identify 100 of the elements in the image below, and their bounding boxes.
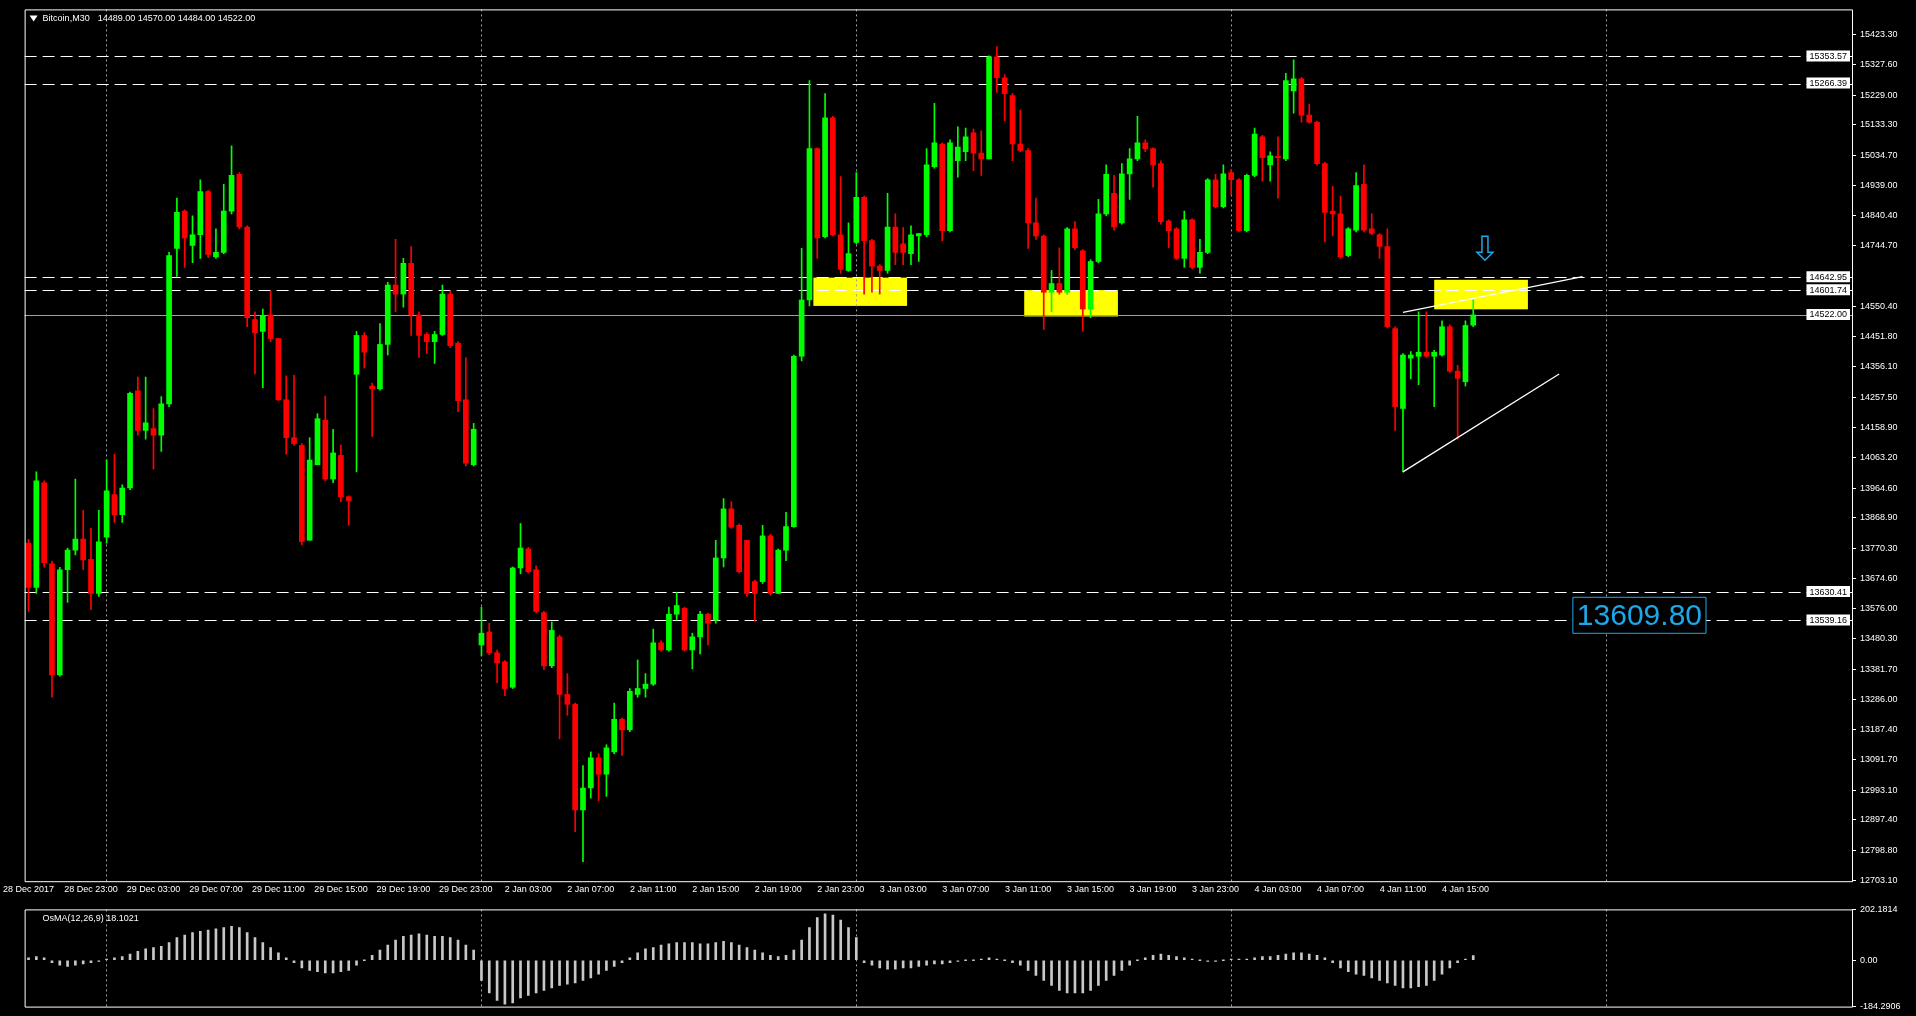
bar [1378,960,1381,981]
bar [1058,960,1061,991]
bar [230,925,233,961]
bar [1346,960,1350,972]
x-tick-label: 4 Jan 15:00 [1441,884,1489,895]
bar [644,948,647,961]
bar [854,937,858,961]
y-tick-label: 13868.90 [1860,512,1898,523]
y-tick-label: 14744.70 [1860,240,1898,251]
bar [113,957,116,961]
candlestick [1329,185,1336,237]
x-tick-label: 28 Dec 2017 [3,884,55,895]
x-tick-label: 29 Dec 15:00 [314,884,368,895]
x-tick-label: 3 Jan 03:00 [879,884,927,895]
bar [386,944,390,961]
bar [1284,953,1288,961]
y-tick-label: 13480.30 [1860,633,1898,644]
x-tick-label: 29 Dec 11:00 [251,884,305,895]
x-tick-label: 2 Jan 19:00 [754,884,802,895]
candlestick [213,228,219,259]
bar [347,960,351,971]
bar [597,960,600,975]
bar [1471,955,1475,961]
y-tick-label: 13381.70 [1860,663,1898,674]
y-tick-label: 14063.20 [1860,452,1898,462]
bar [1432,960,1436,981]
bar [1417,960,1420,987]
bar [1011,960,1014,964]
candlestick [876,264,883,295]
bar [839,919,843,961]
y-tick-label: 14158.90 [1860,422,1898,433]
ref-line-label: 13539.16 [1809,614,1848,625]
bar [1097,960,1100,986]
bar [886,960,889,970]
y-tick-label: 15423.30 [1860,29,1898,40]
bar [683,942,686,961]
y-tick-label: 13286.00 [1860,693,1898,704]
x-tick-label: 3 Jan 15:00 [1067,884,1115,895]
bar [199,931,202,961]
bar [120,956,124,961]
y-tick-label: 14550.40 [1860,300,1898,311]
bar [1018,960,1022,966]
y-tick-label: 14257.50 [1860,391,1898,402]
bar [737,944,741,961]
bar [1261,956,1264,961]
bar [284,957,288,961]
bar [1386,960,1389,984]
candlestick [580,765,586,862]
bar [402,936,405,961]
x-tick-label: 2 Jan 11:00 [630,884,677,895]
y-tick-label: 15229.00 [1860,89,1898,100]
bar [58,960,62,966]
bar [651,947,655,961]
y-tick-label: 15034.70 [1860,150,1898,161]
chart-subtitle: 14489.00 14570.00 14484.00 14522.00 [97,12,256,23]
x-tick-label: 3 Jan 19:00 [1129,884,1177,895]
bar [409,934,413,961]
y-tick-label: 12798.80 [1860,844,1898,855]
candlestick [1431,350,1438,407]
bar [1448,960,1452,969]
bar [761,952,764,961]
x-tick-label: 2 Jan 07:00 [567,884,615,895]
bar [152,947,155,961]
bar [222,927,226,961]
ref-line-label: 14522.00 [1809,309,1848,320]
y-tick-label: 14840.40 [1860,210,1898,221]
bar [1339,960,1342,969]
y-tick-label: 12897.40 [1860,814,1898,825]
bar [894,960,897,970]
bar [589,960,593,979]
bar [308,960,311,971]
bar [730,942,733,961]
x-tick-label: 28 Dec 23:00 [64,884,118,895]
y-tick-label: 12993.10 [1860,784,1898,795]
y-tick-label: 14356.10 [1860,360,1898,371]
bar [159,946,163,961]
bar [917,960,921,967]
bar [191,932,194,961]
bar [433,936,436,961]
bar [1167,954,1171,961]
bar [1042,960,1046,981]
bar [261,942,265,961]
bar [1300,952,1303,961]
y-tick-label: 13187.40 [1860,724,1898,735]
y-tick-label: 15133.30 [1860,119,1898,130]
bar [472,949,475,961]
bar [808,927,811,961]
bar [847,927,850,961]
bar [269,947,272,961]
bar [519,960,522,999]
y-tick-label: 0.00 [1860,954,1878,965]
bar [487,960,491,994]
bar [1331,960,1335,964]
chart-title: Bitcoin,M30 [42,12,90,23]
bar [550,960,554,989]
bar [690,942,694,961]
ref-line-label: 15353.57 [1809,50,1848,61]
bar [573,960,577,984]
ref-line-label: 13630.41 [1809,586,1848,597]
bar [933,960,936,965]
